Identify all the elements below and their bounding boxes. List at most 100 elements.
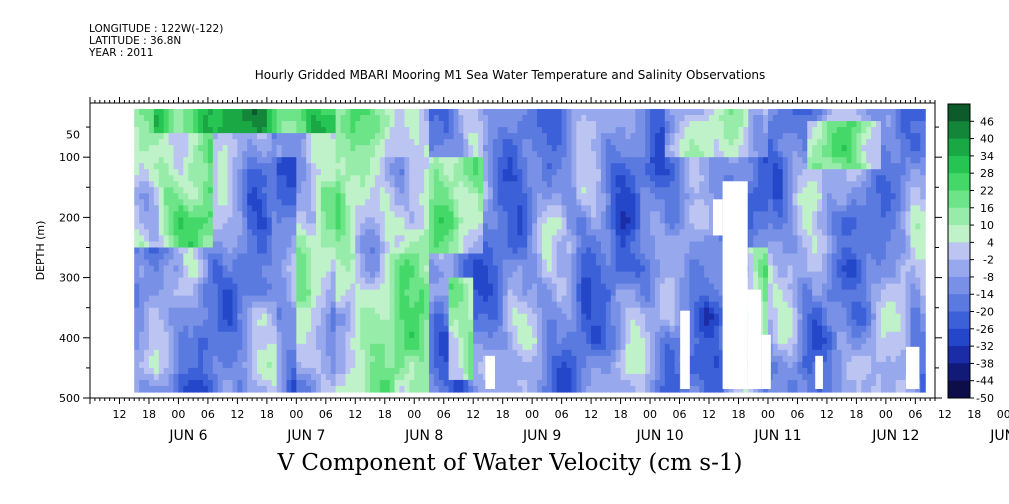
heatmap-cell bbox=[257, 151, 263, 158]
heatmap-cell bbox=[404, 157, 410, 164]
heatmap-cell bbox=[483, 127, 489, 134]
heatmap-cell bbox=[379, 187, 386, 194]
heatmap-cell bbox=[350, 151, 356, 158]
heatmap-cell bbox=[448, 343, 455, 351]
heatmap-cell bbox=[227, 379, 234, 387]
heatmap-cell bbox=[340, 361, 347, 369]
heatmap-cell bbox=[409, 211, 415, 218]
heatmap-cell bbox=[183, 265, 189, 273]
heatmap-cell bbox=[522, 187, 528, 194]
heatmap-cell bbox=[419, 115, 425, 122]
heatmap-cell bbox=[198, 331, 204, 339]
heatmap-cell bbox=[134, 151, 140, 158]
heatmap-cell bbox=[576, 337, 582, 345]
heatmap-cell bbox=[212, 193, 219, 200]
heatmap-cell bbox=[438, 145, 445, 152]
heatmap-cell bbox=[188, 241, 194, 249]
heatmap-cell bbox=[276, 115, 283, 122]
heatmap-cell bbox=[271, 253, 278, 261]
heatmap-cell bbox=[350, 181, 356, 188]
heatmap-cell bbox=[212, 319, 219, 327]
heatmap-cell bbox=[222, 289, 229, 297]
heatmap-cell bbox=[541, 307, 548, 315]
heatmap-cell bbox=[232, 247, 238, 255]
heatmap-cell bbox=[561, 223, 568, 231]
heatmap-cell bbox=[473, 133, 479, 140]
heatmap-cell bbox=[227, 355, 234, 363]
heatmap-cell bbox=[183, 361, 189, 369]
heatmap-cell bbox=[301, 343, 307, 351]
heatmap-cell bbox=[242, 211, 248, 218]
heatmap-cell bbox=[458, 385, 464, 393]
heatmap-cell bbox=[546, 229, 553, 237]
heatmap-cell bbox=[635, 343, 641, 351]
heatmap-cell bbox=[576, 247, 582, 255]
heatmap-cell bbox=[188, 163, 194, 170]
heatmap-cell bbox=[635, 109, 641, 116]
heatmap-cell bbox=[507, 283, 514, 291]
heatmap-cell bbox=[581, 307, 587, 315]
heatmap-cell bbox=[311, 187, 317, 194]
heatmap-cell bbox=[365, 193, 371, 200]
heatmap-cell bbox=[281, 373, 288, 381]
heatmap-cell bbox=[193, 121, 199, 128]
heatmap-cell bbox=[468, 247, 474, 255]
heatmap-cell bbox=[419, 385, 425, 393]
heatmap-cell bbox=[409, 301, 415, 309]
heatmap-cell bbox=[286, 187, 293, 194]
heatmap-cell bbox=[389, 283, 396, 291]
heatmap-cell bbox=[448, 271, 455, 279]
heatmap-cell bbox=[399, 271, 406, 279]
heatmap-cell bbox=[463, 331, 469, 339]
heatmap-cell bbox=[217, 385, 224, 393]
heatmap-cell bbox=[261, 331, 268, 339]
heatmap-cell bbox=[478, 289, 484, 297]
heatmap-cell bbox=[458, 259, 464, 267]
heatmap-cell bbox=[517, 169, 523, 176]
heatmap-cell bbox=[473, 187, 479, 194]
heatmap-cell bbox=[173, 139, 180, 146]
heatmap-cell bbox=[537, 283, 543, 291]
heatmap-cell bbox=[148, 199, 155, 206]
heatmap-cell bbox=[173, 379, 180, 387]
heatmap-cell bbox=[247, 247, 253, 255]
heatmap-cell bbox=[158, 367, 165, 375]
heatmap-cell bbox=[645, 121, 651, 128]
heatmap-cell bbox=[301, 277, 307, 285]
heatmap-cell bbox=[173, 253, 180, 261]
heatmap-cell bbox=[561, 343, 568, 351]
heatmap-cell bbox=[330, 271, 337, 279]
heatmap-cell bbox=[404, 235, 410, 243]
heatmap-cell bbox=[296, 145, 302, 152]
heatmap-cell bbox=[384, 259, 391, 267]
heatmap-cell bbox=[153, 253, 160, 261]
heatmap-cell bbox=[610, 235, 617, 243]
heatmap-cell bbox=[335, 301, 342, 309]
heatmap-cell bbox=[384, 217, 391, 225]
heatmap-cell bbox=[620, 139, 627, 146]
heatmap-cell bbox=[301, 211, 307, 218]
heatmap-cell bbox=[173, 211, 180, 218]
heatmap-cell bbox=[168, 331, 175, 339]
heatmap-cell bbox=[551, 259, 558, 267]
heatmap-cell bbox=[458, 367, 464, 375]
heatmap-cell bbox=[527, 367, 533, 375]
heatmap-cell bbox=[556, 337, 563, 345]
heatmap-cell bbox=[158, 235, 165, 243]
heatmap-cell bbox=[458, 205, 464, 212]
heatmap-cell bbox=[645, 247, 651, 255]
heatmap-cell bbox=[379, 223, 386, 231]
heatmap-cell bbox=[635, 277, 641, 285]
heatmap-cell bbox=[345, 355, 351, 363]
heatmap-cell bbox=[522, 115, 528, 122]
heatmap-cell bbox=[355, 283, 361, 291]
heatmap-cell bbox=[468, 121, 474, 128]
heatmap-cell bbox=[148, 319, 155, 327]
heatmap-cell bbox=[148, 181, 155, 188]
heatmap-cell bbox=[389, 211, 396, 218]
heatmap-cell bbox=[394, 325, 401, 333]
heatmap-cell bbox=[487, 109, 494, 116]
heatmap-cell bbox=[330, 211, 337, 218]
heatmap-cell bbox=[448, 361, 455, 369]
heatmap-cell bbox=[635, 235, 641, 243]
